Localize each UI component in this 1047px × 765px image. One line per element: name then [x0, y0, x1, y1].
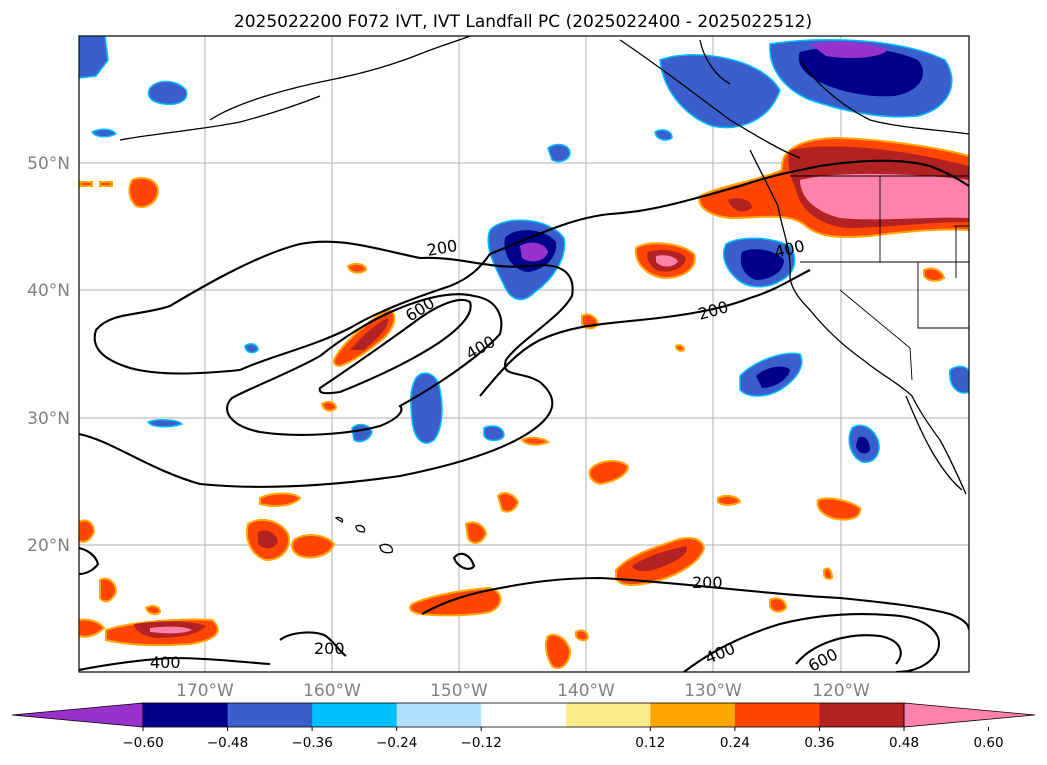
- colorbar-segment: [650, 703, 736, 727]
- latitude-labels: 50°N 40°N 30°N 20°N: [27, 154, 70, 556]
- colorbar-tick-label: 0.12: [635, 735, 665, 751]
- map-background: [79, 36, 969, 672]
- lat-label-40n: 40°N: [27, 281, 70, 301]
- colorbar-segment: [227, 703, 313, 727]
- contour-label: 200: [692, 573, 723, 592]
- map-panel: 200 600 400 200 400 200 400 200 400 600: [78, 35, 970, 673]
- coastlines: [119, 36, 969, 554]
- longitude-labels: 170°W 160°W 150°W 140°W 130°W 120°W: [176, 681, 870, 701]
- colorbar-extend-high: [903, 702, 1036, 728]
- lon-label-160w: 160°W: [303, 681, 361, 701]
- lon-label-120w: 120°W: [812, 681, 870, 701]
- lon-label-130w: 130°W: [684, 681, 742, 701]
- lon-label-140w: 140°W: [557, 681, 615, 701]
- colorbar-tick-label: 0.48: [889, 735, 919, 751]
- colorbar-tick-label: −0.24: [376, 735, 417, 751]
- lon-label-170w: 170°W: [176, 681, 234, 701]
- positive-pc-shading: [79, 136, 969, 669]
- lat-label-30n: 30°N: [27, 409, 70, 429]
- colorbar: −0.60 −0.48 −0.36 −0.24 −0.12 0.12 0.24 0.36 0.4…: [11, 702, 1036, 751]
- colorbar-tick-label: −0.36: [291, 735, 332, 751]
- contour-label: 400: [150, 653, 181, 672]
- colorbar-segment: [819, 703, 905, 727]
- colorbar-tick-label: −0.12: [461, 735, 502, 751]
- colorbar-tick-label: −0.48: [207, 735, 248, 751]
- colorbar-tick-label: −0.60: [122, 735, 163, 751]
- ivt-contours: [79, 159, 969, 672]
- figure-title: 2025022200 F072 IVT, IVT Landfall PC (20…: [234, 12, 812, 32]
- lat-label-50n: 50°N: [27, 154, 70, 174]
- lat-label-20n: 20°N: [27, 536, 70, 556]
- negative-pc-shading: [79, 36, 969, 463]
- contour-label: 200: [314, 639, 345, 658]
- colorbar-segment: [734, 703, 820, 727]
- colorbar-tick-label: 0.36: [804, 735, 834, 751]
- lon-label-150w: 150°W: [430, 681, 488, 701]
- colorbar-segment: [143, 703, 229, 727]
- colorbar-tick-label: 0.60: [974, 735, 1004, 751]
- map-frame: [78, 35, 970, 673]
- colorbar-segment: [312, 703, 398, 727]
- state-borders: [790, 175, 969, 381]
- colorbar-tick-label: 0.24: [720, 735, 750, 751]
- colorbar-segment: [565, 703, 651, 727]
- colorbar-segment: [481, 703, 567, 727]
- colorbar-segment: [396, 703, 482, 727]
- colorbar-frame: [142, 702, 905, 728]
- colorbar-extend-low: [11, 702, 144, 728]
